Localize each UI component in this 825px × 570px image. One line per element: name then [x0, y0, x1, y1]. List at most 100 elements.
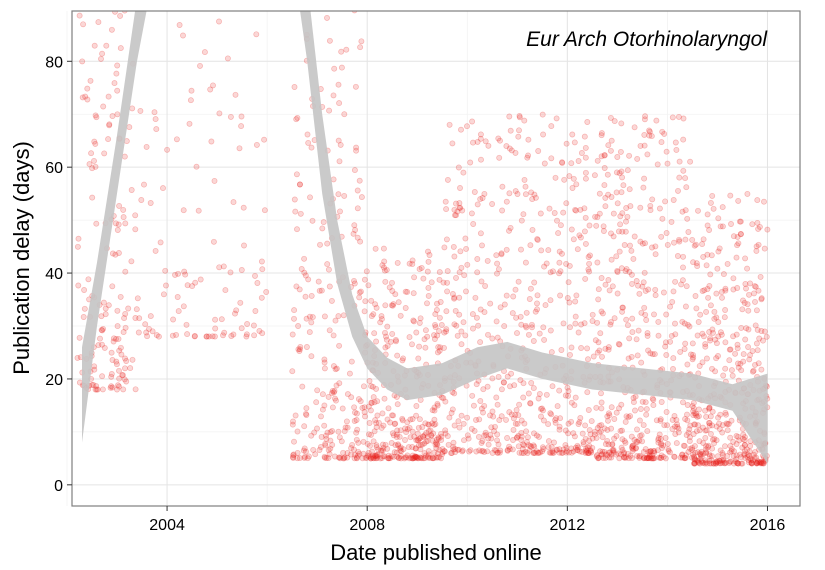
data-point — [643, 411, 650, 418]
data-point — [671, 413, 678, 419]
data-point — [296, 181, 303, 188]
data-point — [704, 222, 711, 229]
data-point — [678, 281, 685, 288]
data-point — [559, 449, 566, 456]
data-point — [211, 333, 218, 340]
data-point — [710, 205, 717, 212]
data-point — [570, 236, 577, 243]
data-point — [351, 277, 357, 284]
data-point — [667, 449, 673, 456]
data-point — [330, 176, 337, 183]
data-point — [598, 390, 604, 397]
data-point — [306, 329, 313, 336]
data-point — [122, 310, 129, 317]
data-point — [518, 429, 525, 436]
data-point — [581, 228, 588, 235]
data-point — [409, 341, 415, 348]
data-point — [685, 448, 692, 455]
data-point — [613, 433, 620, 440]
data-point — [520, 211, 527, 218]
data-point — [606, 454, 613, 461]
data-point — [411, 274, 418, 281]
data-point — [528, 444, 535, 450]
data-point — [737, 360, 744, 367]
data-point — [441, 448, 448, 455]
data-point — [623, 316, 630, 323]
data-point — [737, 231, 744, 238]
data-point — [319, 225, 326, 232]
data-point — [696, 459, 702, 466]
data-point — [680, 167, 687, 174]
data-point — [598, 275, 605, 281]
data-point — [607, 147, 614, 154]
data-point — [679, 208, 686, 215]
data-point — [467, 447, 474, 454]
data-point — [585, 254, 592, 260]
data-point — [470, 221, 477, 227]
data-point — [672, 320, 678, 327]
data-point — [539, 448, 546, 455]
data-point — [545, 444, 552, 451]
data-point — [638, 432, 645, 439]
data-point — [599, 448, 606, 455]
data-point — [700, 440, 707, 446]
data-point — [374, 398, 381, 405]
data-point — [497, 304, 504, 311]
data-point — [530, 338, 537, 344]
data-point — [581, 205, 588, 212]
data-point — [699, 241, 706, 248]
data-point — [378, 447, 384, 454]
data-point — [456, 269, 463, 276]
data-point — [572, 313, 579, 320]
data-point — [707, 302, 714, 309]
data-point — [306, 313, 313, 320]
data-point — [518, 217, 525, 224]
data-point — [481, 449, 488, 456]
data-point — [501, 323, 508, 330]
data-point — [733, 452, 740, 459]
data-point — [230, 331, 237, 338]
data-point — [594, 425, 601, 432]
data-point — [448, 409, 455, 416]
data-point — [369, 383, 376, 390]
data-point — [304, 131, 311, 138]
data-point — [619, 228, 626, 235]
data-point — [749, 368, 756, 375]
data-point — [542, 302, 549, 309]
data-point — [507, 127, 514, 134]
data-point — [390, 432, 397, 439]
data-point — [741, 434, 748, 441]
data-point — [715, 333, 722, 340]
data-point — [297, 343, 304, 350]
data-point — [651, 449, 658, 456]
data-point — [568, 449, 575, 456]
data-point — [748, 460, 755, 466]
data-point — [364, 440, 371, 447]
data-point — [706, 329, 713, 335]
data-point — [652, 286, 659, 293]
data-point — [559, 159, 565, 166]
data-point — [556, 449, 563, 456]
data-point — [495, 135, 502, 142]
data-point — [493, 447, 500, 454]
data-point — [725, 421, 732, 427]
data-point — [713, 423, 720, 430]
data-point — [531, 279, 538, 286]
data-point — [637, 142, 644, 149]
data-point — [106, 121, 113, 128]
data-point — [321, 402, 328, 409]
data-point — [681, 442, 688, 449]
data-point — [413, 454, 420, 461]
data-point — [682, 236, 689, 243]
data-point — [750, 367, 757, 374]
data-point — [619, 436, 626, 443]
data-point — [582, 435, 589, 442]
data-point — [427, 427, 434, 434]
data-point — [735, 360, 741, 367]
smooth-band-segment — [300, 11, 768, 464]
data-point — [212, 316, 219, 323]
data-point — [722, 287, 729, 294]
data-point — [120, 214, 127, 221]
data-point — [640, 449, 647, 455]
data-point — [639, 240, 646, 247]
